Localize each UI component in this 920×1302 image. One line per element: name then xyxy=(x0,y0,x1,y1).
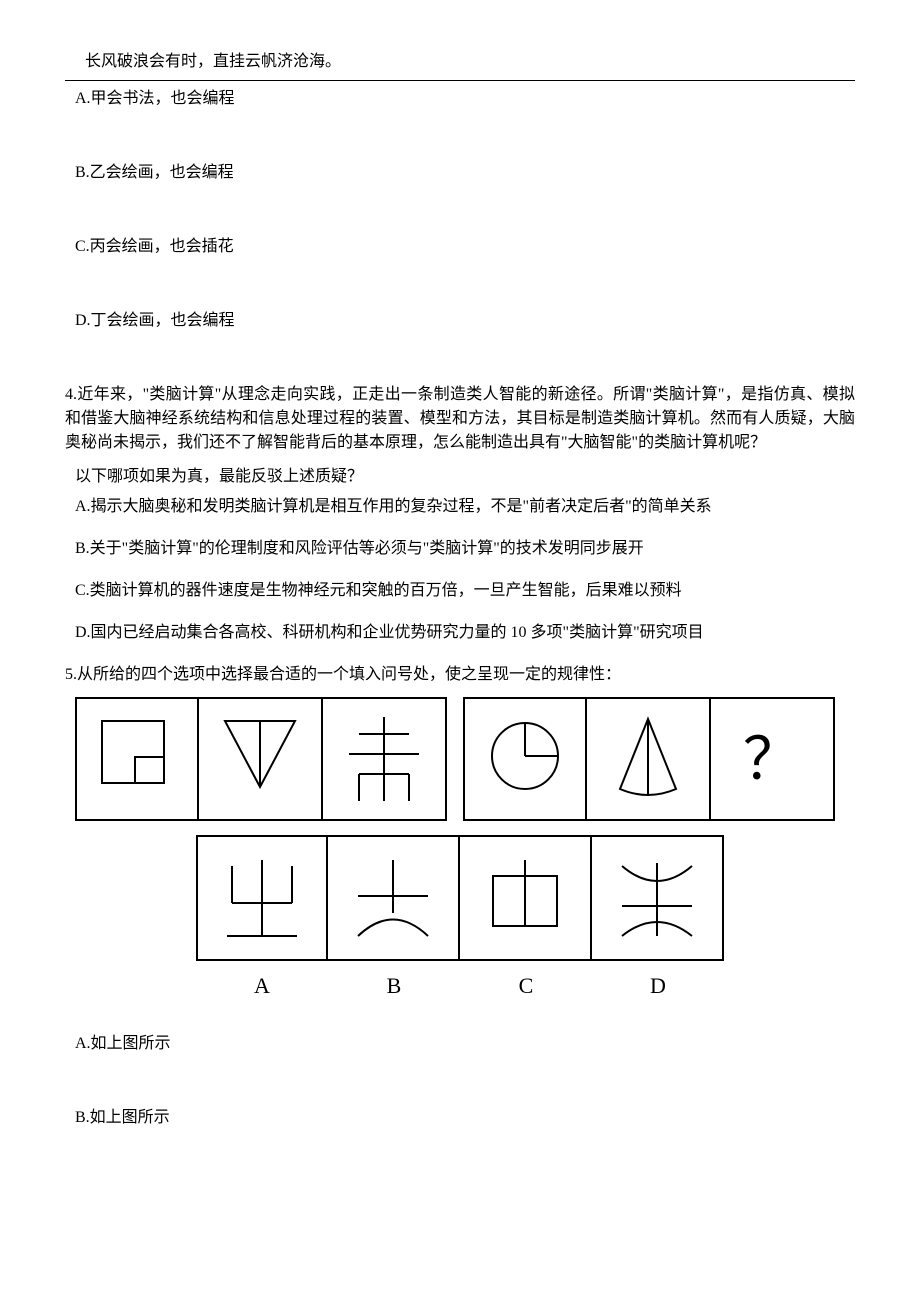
q4-option-a: A.揭示大脑奥秘和发明类脑计算机是相互作用的复杂过程，不是"前者决定后者"的简单… xyxy=(75,495,855,519)
q5-fig-3 xyxy=(323,697,447,821)
q5-answer-a-figure xyxy=(196,835,328,961)
q5-answer-labels: A B C D xyxy=(65,969,855,1002)
q5-fig-1 xyxy=(75,697,199,821)
q4-option-c: C.类脑计算机的器件速度是生物神经元和突触的百万倍，一旦产生智能，后果难以预料 xyxy=(75,579,855,603)
q5-text: 5.从所给的四个选项中选择最合适的一个填入问号处，使之呈现一定的规律性： xyxy=(65,663,855,687)
q5-answer-c-figure xyxy=(460,835,592,961)
q5-option-b-text: B.如上图所示 xyxy=(75,1106,855,1130)
q3-option-b: B.乙会绘画，也会编程 xyxy=(75,161,855,185)
q5-label-d: D xyxy=(592,969,724,1002)
q5-label-b: B xyxy=(328,969,460,1002)
q5-fig-2 xyxy=(199,697,323,821)
q5-fig-4 xyxy=(463,697,587,821)
q5-label-a: A xyxy=(196,969,328,1002)
q3-option-a: A.甲会书法，也会编程 xyxy=(75,87,855,111)
q5-answer-d-figure xyxy=(592,835,724,961)
page-header-poem: 长风破浪会有时，直挂云帆济沧海。 xyxy=(85,50,855,74)
q5-option-a-text: A.如上图所示 xyxy=(75,1032,855,1056)
q5-answer-options xyxy=(65,835,855,961)
q3-option-d: D.丁会绘画，也会编程 xyxy=(75,309,855,333)
q5-group-right: ？ xyxy=(463,697,835,821)
q5-answer-b-figure xyxy=(328,835,460,961)
q5-group-left xyxy=(75,697,447,821)
q5-label-c: C xyxy=(460,969,592,1002)
q5-fig-5 xyxy=(587,697,711,821)
q5-fig-6: ？ xyxy=(711,697,835,821)
q3-option-c: C.丙会绘画，也会插花 xyxy=(75,235,855,259)
q4-option-b: B.关于"类脑计算"的伦理制度和风险评估等必须与"类脑计算"的技术发明同步展开 xyxy=(75,537,855,561)
header-underline xyxy=(65,80,855,81)
question-mark-icon: ？ xyxy=(743,716,801,803)
q4-text: 4.近年来，"类脑计算"从理念走向实践，正走出一条制造类人智能的新途径。所谓"类… xyxy=(65,383,855,455)
q4-prompt: 以下哪项如果为真，最能反驳上述质疑？ xyxy=(75,465,855,489)
q4-option-d: D.国内已经启动集合各高校、科研机构和企业优势研究力量的 10 多项"类脑计算"… xyxy=(75,621,855,645)
q5-figure-sequence: ？ xyxy=(75,697,855,821)
